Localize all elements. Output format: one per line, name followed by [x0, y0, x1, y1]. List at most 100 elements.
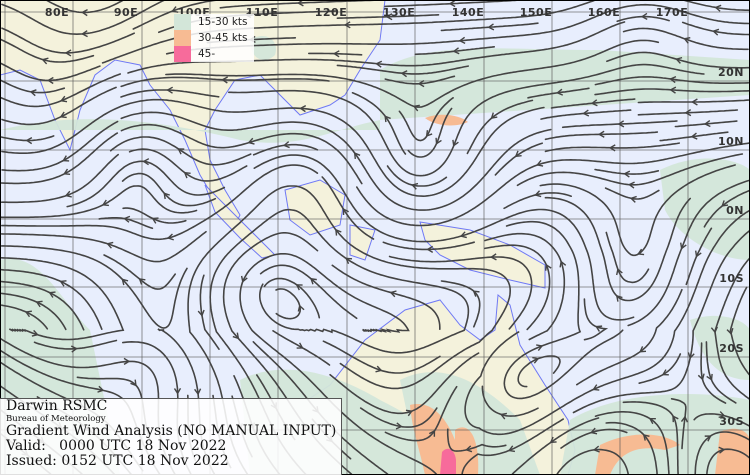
flow-arrow-icon [342, 208, 349, 216]
flow-arrow-icon [536, 344, 544, 351]
flow-arrow-icon [395, 422, 403, 430]
flow-arrow-icon [417, 79, 425, 88]
legend-label: 30-45 kts [198, 32, 248, 44]
flow-arrow-icon [684, 109, 692, 117]
streamline [539, 164, 736, 257]
streamline [128, 148, 248, 182]
legend-swatch [174, 30, 191, 46]
flow-arrow-icon [297, 304, 305, 312]
streamline [503, 220, 624, 400]
flow-arrow-icon [163, 192, 170, 200]
flow-arrow-icon [405, 409, 413, 417]
streamline [605, 231, 650, 284]
flow-arrow-icon [247, 137, 255, 145]
flow-arrow-icon [534, 190, 542, 198]
wind-30-45-area [715, 428, 750, 475]
streamline [544, 131, 659, 141]
streamline [440, 280, 481, 328]
streamline [544, 142, 680, 153]
streamline [705, 341, 737, 404]
flow-arrow-icon [46, 76, 54, 85]
flow-arrow-icon [640, 12, 648, 21]
flow-arrow-icon [726, 327, 734, 336]
flow-arrow-icon [81, 9, 88, 17]
flow-arrow-icon [335, 228, 342, 236]
flow-arrow-icon [490, 112, 498, 120]
streamline [0, 185, 198, 219]
flow-arrow-icon [680, 242, 687, 250]
latitude-label: 20N [718, 66, 744, 79]
streamline [637, 109, 739, 116]
longitude-label: 160E [588, 6, 620, 19]
flow-arrow-icon [309, 277, 317, 285]
flow-arrow-icon [590, 99, 598, 107]
streamline [681, 21, 750, 36]
flow-arrow-icon [412, 104, 420, 112]
flow-arrow-icon [101, 199, 109, 207]
wind-15-30-area [660, 158, 750, 260]
streamline [329, 352, 480, 415]
streamline [0, 292, 67, 331]
flow-arrow-icon [232, 332, 240, 340]
flow-arrow-icon [690, 132, 698, 140]
flow-arrow-icon [123, 215, 131, 223]
flow-arrow-icon [459, 231, 467, 239]
streamline [1, 164, 319, 241]
flow-arrow-icon [121, 278, 129, 286]
flow-arrow-icon [375, 365, 383, 373]
flow-arrow-icon [63, 168, 71, 176]
streamline [0, 268, 103, 330]
wind-15-30-area [250, 35, 276, 60]
flow-arrow-icon [712, 28, 720, 36]
streamline [572, 229, 750, 414]
streamline [259, 264, 358, 320]
streamline [321, 176, 375, 240]
flow-arrow-icon [130, 379, 137, 387]
flow-arrow-icon [683, 36, 691, 44]
flow-arrow-icon [536, 159, 544, 167]
flow-arrow-icon [452, 47, 460, 55]
streamline [659, 131, 729, 142]
flow-arrow-icon [62, 155, 70, 162]
longitude-label: 170E [656, 6, 688, 19]
product-title: Gradient Wind Analysis (NO MANUAL INPUT) [6, 423, 337, 439]
flow-arrow-icon [123, 357, 131, 366]
flow-arrow-icon [194, 388, 202, 396]
streamline [594, 411, 670, 475]
streamline [0, 38, 95, 63]
flow-arrow-icon [166, 86, 174, 94]
flow-arrow-icon [375, 60, 383, 68]
flow-arrow-icon [559, 260, 567, 268]
flow-arrow-icon [616, 267, 623, 276]
wind-speed-legend: 15-30 kts 30-45 kts 45- [174, 14, 254, 62]
flow-arrow-icon [590, 427, 598, 435]
flow-arrow-icon [221, 76, 228, 84]
flow-arrow-icon [435, 137, 442, 145]
flow-arrow-icon [332, 50, 340, 58]
streamline [386, 165, 448, 187]
flow-arrow-icon [458, 36, 466, 44]
flow-arrow-icon [183, 171, 191, 179]
streamline [461, 418, 564, 475]
flow-arrow-icon [426, 245, 434, 253]
flow-arrow-icon [639, 346, 647, 353]
flow-arrow-icon [680, 415, 689, 423]
flow-arrow-icon [295, 284, 303, 291]
flow-arrow-icon [385, 13, 393, 21]
flow-arrow-icon [48, 291, 56, 298]
streamline [706, 448, 750, 475]
latitude-label: 30S [719, 415, 744, 428]
flow-arrow-icon [592, 384, 600, 391]
flow-arrow-icon [343, 21, 351, 29]
flow-arrow-icon [617, 120, 625, 128]
flow-arrow-icon [97, 385, 105, 393]
flow-arrow-icon [345, 257, 353, 265]
wind-45-plus-area [440, 448, 456, 475]
flow-arrow-icon [59, 111, 67, 119]
streamline [1, 120, 119, 172]
streamline [622, 401, 679, 475]
streamline [693, 413, 750, 427]
flow-arrow-icon [138, 278, 146, 285]
